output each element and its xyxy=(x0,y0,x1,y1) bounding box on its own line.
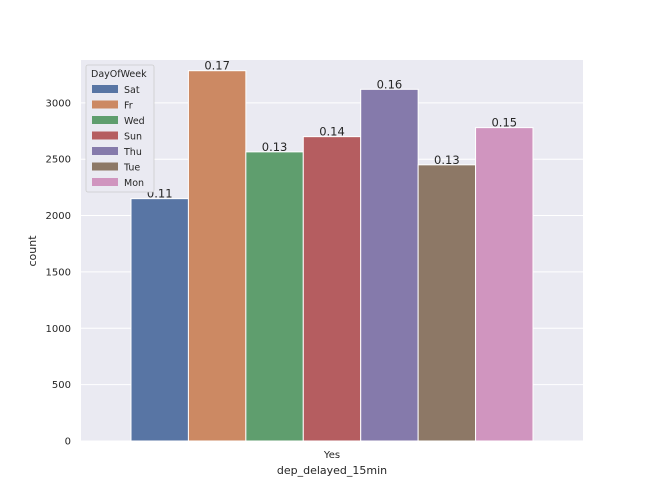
x-axis-label: dep_delayed_15min xyxy=(277,464,387,477)
legend-title: DayOfWeek xyxy=(91,69,147,80)
y-tick-label: 1500 xyxy=(46,267,71,278)
bar-thu xyxy=(360,88,419,442)
legend-swatch-sat xyxy=(92,85,118,93)
bar-value-label: 0.14 xyxy=(319,125,345,139)
y-tick-label: 3000 xyxy=(46,98,71,109)
legend-label: Sun xyxy=(124,132,142,143)
legend-swatch-sun xyxy=(92,131,118,140)
y-tick-label: 500 xyxy=(52,380,71,391)
y-axis-label: count xyxy=(26,235,39,267)
y-tick-label: 2000 xyxy=(46,211,71,222)
y-tick-label: 2500 xyxy=(46,155,71,166)
legend-swatch-wed xyxy=(92,116,118,124)
legend-swatch-tue xyxy=(92,162,118,171)
legend-label: Tue xyxy=(123,163,140,174)
legend-label: Wed xyxy=(124,116,145,127)
y-tick-labels: 0 500 1000 1500 2000 2500 3000 xyxy=(46,98,71,447)
legend-label: Sat xyxy=(124,85,140,96)
bar-fr xyxy=(187,70,247,442)
legend-label: Thu xyxy=(123,147,142,158)
legend-swatch-mon xyxy=(92,178,118,186)
legend-swatch-thu xyxy=(92,147,118,155)
bar-value-label: 0.17 xyxy=(204,59,230,73)
legend-label: Mon xyxy=(124,178,144,189)
bar-value-label: 0.13 xyxy=(262,140,288,154)
bar-value-label: 0.15 xyxy=(491,116,517,130)
y-tick-label: 1000 xyxy=(46,324,71,335)
bar-value-label: 0.13 xyxy=(434,153,460,167)
bar-tue xyxy=(417,164,477,442)
x-tick-label: Yes xyxy=(323,450,340,461)
bar-mon xyxy=(475,127,534,442)
bar-value-label: 0.16 xyxy=(377,77,403,91)
bar-wed xyxy=(245,151,304,442)
legend-label: Fr xyxy=(124,101,133,112)
legend-swatch-fr xyxy=(92,100,118,109)
bars xyxy=(130,70,534,442)
legend-box xyxy=(85,64,155,193)
bar-sat xyxy=(130,198,189,442)
y-tick-label: 0 xyxy=(65,437,71,448)
legend: DayOfWeek Sat Fr Wed Sun Thu Tue Mon xyxy=(85,64,155,193)
bar-sun xyxy=(302,136,362,442)
